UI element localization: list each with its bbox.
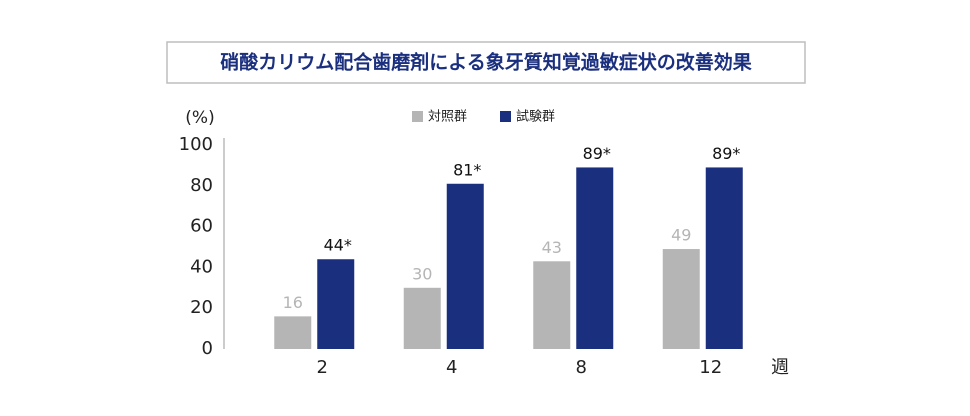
y-axis-label: (%) [185, 108, 214, 128]
bar [274, 316, 312, 349]
x-tick-label: 8 [576, 357, 587, 378]
bar [705, 167, 743, 349]
bar [662, 249, 700, 349]
value-label: 89* [712, 144, 740, 163]
y-tick-label: 80 [190, 175, 213, 196]
y-tick-label: 20 [190, 297, 213, 318]
x-tick-label: 4 [446, 357, 457, 378]
value-label: 43 [542, 238, 562, 257]
x-tick-label: 12 [699, 357, 722, 378]
legend-label: 試験群 [516, 109, 555, 125]
bar [576, 167, 614, 349]
title-box [166, 41, 806, 84]
y-tick-label: 40 [190, 256, 213, 277]
legend-swatch [500, 111, 511, 122]
legend-swatch [412, 111, 423, 122]
y-tick-label: 60 [190, 216, 213, 237]
x-axis-label: 週 [771, 357, 789, 378]
bar [533, 261, 571, 349]
value-label: 16 [283, 293, 303, 312]
value-label: 89* [583, 144, 611, 163]
chart-title: 硝酸カリウム配合歯磨剤による象牙質知覚過敏症状の改善効果 [220, 51, 751, 74]
legend-label: 対照群 [428, 110, 467, 125]
value-label: 49 [671, 226, 691, 245]
value-label: 30 [412, 264, 432, 283]
bar [446, 183, 484, 349]
bar [403, 287, 441, 349]
value-label: 81* [453, 160, 481, 179]
value-label: 44* [324, 236, 352, 255]
y-tick-label: 0 [202, 338, 213, 359]
x-tick-label: 2 [317, 357, 328, 378]
y-tick-label: 100 [179, 134, 213, 155]
bar [317, 259, 355, 349]
